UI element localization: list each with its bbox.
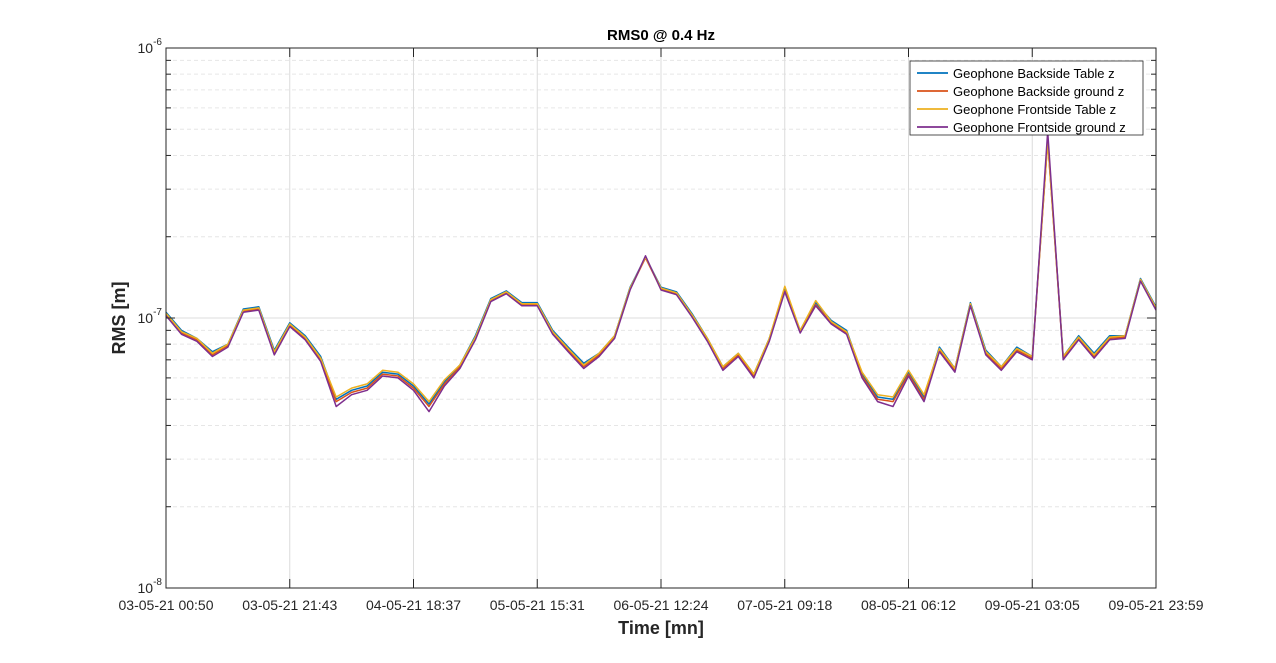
legend-box [909,60,1144,136]
chart-title: RMS0 @ 0.4 Hz [607,27,715,44]
y-tick-exponent: -6 [153,37,162,48]
x-tick-label: 03-05-21 00:50 [119,597,214,613]
x-tick-label: 09-05-21 03:05 [985,597,1080,613]
axis-ticks [165,47,1157,589]
x-tick-label: 07-05-21 09:18 [737,597,832,613]
tick-labels: 10-8 10-7 10-6 03-05-21 00:50 03-05-21 21:43… [119,37,1204,613]
series-line-3 [165,140,1157,403]
series-lines [165,130,1157,413]
legend-label-3: Geophone Frontside Table z [953,102,1116,117]
legend-label-4: Geophone Frontside ground z [953,120,1126,135]
y-axis-title: RMS [m] [109,282,129,355]
x-tick-label: 04-05-21 18:37 [366,597,461,613]
legend: Geophone Backside Table z Geophone Backsi… [909,60,1144,136]
x-tick-label: 06-05-21 12:24 [614,597,709,613]
legend-label-1: Geophone Backside Table z [953,66,1115,81]
y-tick-label: 10-8 [138,577,163,596]
y-tick-exponent: -8 [153,577,162,588]
x-tick-label: 05-05-21 15:31 [490,597,585,613]
y-tick-label: 10-7 [138,307,163,326]
y-tick-exponent: -7 [153,307,162,318]
y-tick-label: 10-6 [138,37,163,56]
x-tick-label: 08-05-21 06:12 [861,597,956,613]
x-tick-label: 03-05-21 21:43 [242,597,337,613]
series-line-4 [165,130,1157,413]
x-axis-title: Time [mn] [618,618,704,638]
x-tick-label: 09-05-21 23:59 [1109,597,1204,613]
legend-label-2: Geophone Backside ground z [953,84,1124,99]
